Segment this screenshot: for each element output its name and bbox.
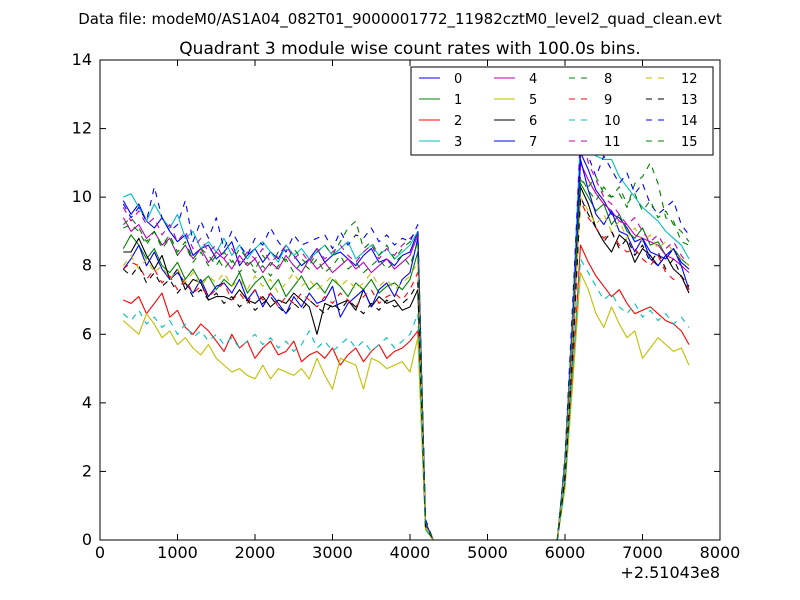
legend-label-2: 2 xyxy=(454,114,462,129)
series-line-12 xyxy=(122,196,690,541)
series-line-5 xyxy=(122,272,690,541)
legend-label-7: 7 xyxy=(529,135,537,150)
legend-label-4: 4 xyxy=(529,72,537,87)
y-tick-label: 8 xyxy=(82,256,92,275)
legend-label-12: 12 xyxy=(681,72,698,87)
series-line-4 xyxy=(122,162,690,541)
legend-label-13: 13 xyxy=(681,93,698,108)
series-line-7 xyxy=(122,158,690,541)
y-tick-label: 2 xyxy=(82,461,92,480)
y-tick-label: 6 xyxy=(82,324,92,343)
datafile-label: Data file: modeM0/AS1A04_082T01_90000017… xyxy=(78,10,722,29)
y-tick-label: 14 xyxy=(72,50,92,69)
x-offset-label: +2.51043e8 xyxy=(620,563,720,582)
x-tick-label: 0 xyxy=(95,543,105,562)
series-layer xyxy=(122,128,690,541)
x-tick-label: 1000 xyxy=(157,543,198,562)
x-tick-label: 7000 xyxy=(622,543,663,562)
series-line-6 xyxy=(123,186,690,541)
chart-title: Quadrant 3 module wise count rates with … xyxy=(179,39,640,59)
series-line-15 xyxy=(123,176,690,541)
legend-box xyxy=(410,66,714,156)
legend-label-5: 5 xyxy=(529,93,537,108)
y-tick-label: 10 xyxy=(72,187,92,206)
x-tick-label: 5000 xyxy=(467,543,508,562)
legend-label-11: 11 xyxy=(604,135,621,150)
y-tick-label: 12 xyxy=(72,119,92,138)
tick-layer: 0 1000 2000 3000 4000 5000 6000 7000 80000246810… xyxy=(72,50,741,562)
legend-label-0: 0 xyxy=(454,72,462,87)
x-tick-label: 3000 xyxy=(312,543,353,562)
legend-label-10: 10 xyxy=(604,114,621,129)
legend-label-6: 6 xyxy=(529,114,537,129)
legend-label-8: 8 xyxy=(604,72,612,87)
series-line-9 xyxy=(122,200,690,541)
legend-label-15: 15 xyxy=(681,135,698,150)
series-line-14 xyxy=(122,148,690,541)
x-tick-label: 6000 xyxy=(545,543,586,562)
series-line-2 xyxy=(123,244,690,541)
series-line-13 xyxy=(122,196,690,541)
legend-label-9: 9 xyxy=(604,93,612,108)
legend-label-1: 1 xyxy=(454,93,462,108)
legend-label-14: 14 xyxy=(681,114,698,129)
y-tick-label: 0 xyxy=(82,530,92,549)
x-tick-label: 2000 xyxy=(235,543,276,562)
series-line-8 xyxy=(122,162,690,541)
x-tick-label: 4000 xyxy=(390,543,431,562)
series-line-0 xyxy=(122,152,690,541)
legend-label-3: 3 xyxy=(454,135,462,150)
series-line-10 xyxy=(122,258,690,541)
x-tick-label: 8000 xyxy=(700,543,741,562)
y-tick-label: 4 xyxy=(82,393,92,412)
